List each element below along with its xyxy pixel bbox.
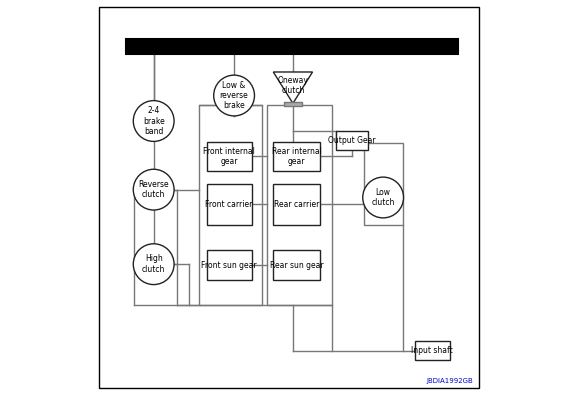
Bar	[126, 40, 458, 55]
Circle shape	[134, 101, 174, 141]
Circle shape	[363, 177, 403, 218]
Text: Front sun gear: Front sun gear	[201, 261, 257, 270]
Bar	[199, 105, 261, 305]
Text: Low
clutch: Low clutch	[372, 188, 395, 207]
Bar	[283, 102, 302, 106]
Bar	[364, 143, 403, 225]
Text: Rear internal
gear: Rear internal gear	[272, 147, 322, 166]
Text: JBDIA1992GB: JBDIA1992GB	[427, 378, 473, 384]
Bar	[273, 250, 320, 280]
Bar	[336, 131, 368, 150]
Text: Low &
reverse
brake: Low & reverse brake	[220, 81, 249, 111]
Text: Rear carrier: Rear carrier	[274, 200, 320, 209]
Circle shape	[134, 169, 174, 210]
Bar	[206, 250, 252, 280]
Text: Input shaft: Input shaft	[412, 346, 453, 356]
Bar	[206, 184, 252, 225]
Circle shape	[134, 244, 174, 284]
Text: Reverse
clutch: Reverse clutch	[138, 180, 169, 199]
Bar	[206, 142, 252, 171]
Bar	[268, 105, 332, 305]
Text: High
clutch: High clutch	[142, 254, 165, 274]
Text: Oneway
clutch: Oneway clutch	[277, 76, 308, 96]
Text: Rear sun gear: Rear sun gear	[270, 261, 324, 270]
Text: Output Gear: Output Gear	[328, 136, 376, 145]
Circle shape	[214, 75, 254, 116]
Text: Front internal
gear: Front internal gear	[203, 147, 255, 166]
Text: Front carrier: Front carrier	[206, 200, 253, 209]
Bar	[273, 142, 320, 171]
Text: 2-4
brake
band: 2-4 brake band	[143, 106, 165, 136]
Polygon shape	[273, 72, 313, 103]
Bar	[414, 341, 450, 360]
Bar	[273, 184, 320, 225]
